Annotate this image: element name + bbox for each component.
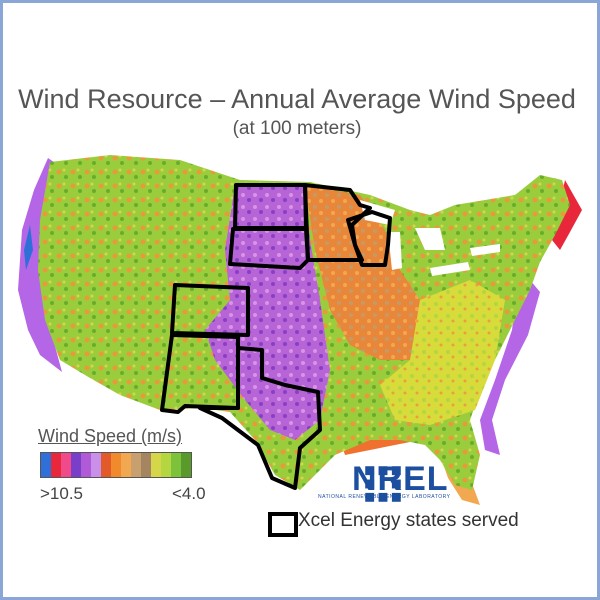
legend-swatch-0: [41, 453, 51, 477]
legend-swatch-3: [71, 453, 81, 477]
lake-erie: [430, 262, 470, 276]
state-colorado: [170, 283, 250, 337]
nrel-logo-subtitle: NATIONAL RENEWABLE ENERGY LABORATORY: [318, 494, 451, 500]
legend-swatch-5: [91, 453, 101, 477]
legend-swatch-12: [161, 453, 171, 477]
legend-swatch-10: [141, 453, 151, 477]
legend-swatch-9: [131, 453, 141, 477]
legend-color-bar: [40, 452, 192, 478]
xcel-key-label: Xcel Energy states served: [298, 510, 519, 531]
legend-swatch-2: [61, 453, 71, 477]
offshore-pacific-high: [24, 225, 33, 270]
legend-swatch-11: [151, 453, 161, 477]
nrel-logo-icon: [365, 466, 401, 502]
state-texas: [198, 346, 322, 490]
midwest-moderate-wind-zone: [305, 185, 430, 360]
map-title: Wind Resource – Annual Average Wind Spee…: [18, 84, 576, 114]
xcel-key-swatch: [268, 512, 298, 537]
legend-swatch-1: [51, 453, 61, 477]
nrel-logo-text: NREL: [352, 460, 449, 498]
legend-swatch-4: [81, 453, 91, 477]
state-south-dakota: [228, 227, 310, 270]
state-new-mexico: [160, 333, 240, 414]
legend-swatch-14: [181, 453, 191, 477]
lake-ontario: [470, 244, 500, 256]
legend-low-label: <4.0: [172, 484, 206, 503]
lake-michigan: [388, 232, 402, 270]
southeast-low-wind-zone: [380, 280, 505, 425]
state-minnesota: [303, 183, 372, 262]
xcel-states-outline: [160, 183, 392, 490]
legend-swatch-8: [121, 453, 131, 477]
legend-swatch-7: [111, 453, 121, 477]
offshore-atlantic-ne: [552, 180, 582, 250]
legend-high-label: >10.5: [40, 484, 84, 503]
map-subtitle: (at 100 meters): [232, 118, 362, 139]
legend-swatch-13: [171, 453, 181, 477]
offshore-atlantic-band: [480, 268, 540, 455]
state-wisconsin: [346, 210, 392, 267]
legend-title: Wind Speed (m/s): [38, 426, 183, 446]
lake-huron: [415, 228, 445, 250]
legend-swatch-6: [101, 453, 111, 477]
